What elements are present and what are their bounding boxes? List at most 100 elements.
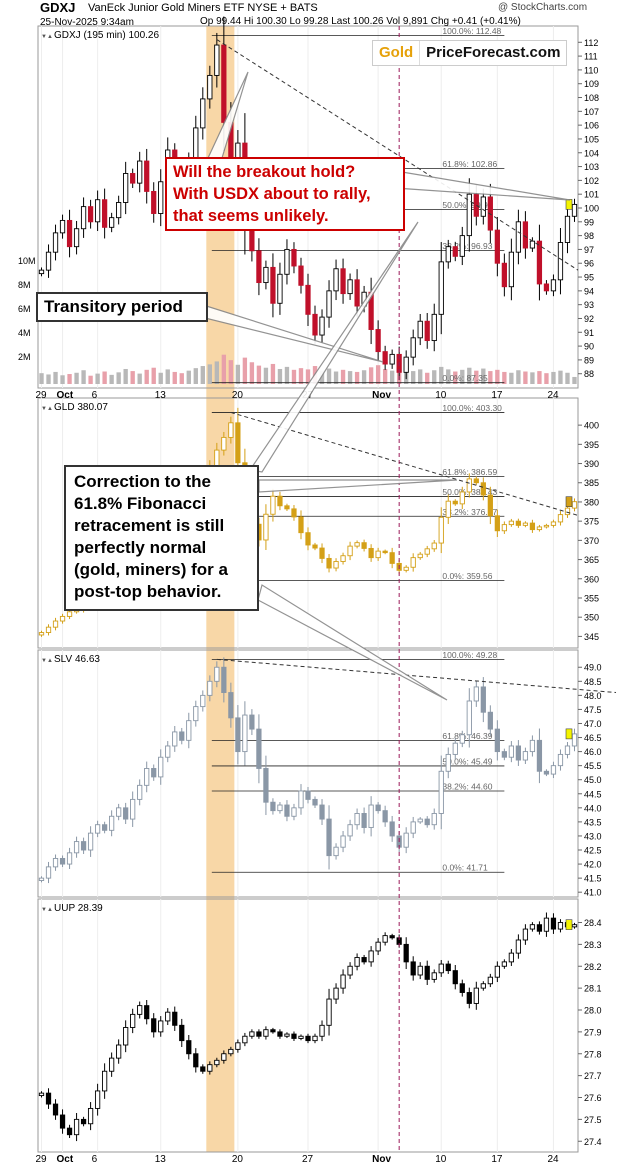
volume-bar — [39, 373, 44, 384]
candle — [214, 661, 220, 688]
candle-body — [263, 513, 269, 541]
candle — [459, 730, 465, 748]
candle-body — [116, 202, 122, 219]
candle — [52, 617, 59, 631]
candle — [298, 1034, 304, 1041]
fib-label: 38.2%: 96.93 — [442, 241, 492, 251]
candle — [431, 540, 437, 552]
candle — [550, 274, 557, 297]
candle — [543, 280, 550, 295]
candle — [235, 1039, 241, 1053]
last-price-marker — [565, 199, 573, 210]
candle — [550, 913, 557, 934]
candle — [389, 547, 395, 569]
candle-body — [319, 804, 325, 820]
candle — [256, 1029, 262, 1039]
symbol: GDXJ — [40, 0, 76, 15]
candle — [333, 558, 339, 572]
x-tick-label-bottom: 10 — [435, 1154, 447, 1165]
candle-body — [298, 516, 304, 534]
candle — [375, 547, 381, 561]
candle — [543, 523, 550, 529]
candle-body — [137, 1005, 143, 1015]
y-tick-label: 390 — [584, 459, 599, 469]
candle-body — [319, 316, 325, 336]
candle — [480, 981, 486, 991]
volume-bar — [523, 371, 528, 384]
candle-body — [73, 228, 80, 248]
last-price-marker — [565, 919, 573, 930]
candle — [522, 924, 529, 945]
candle-body — [66, 852, 73, 865]
candle-body — [284, 505, 290, 510]
candle-body — [550, 521, 557, 526]
y-tick-label: 400 — [584, 421, 599, 431]
candle-body — [101, 824, 108, 831]
volume-bar — [60, 375, 65, 384]
candle-body — [94, 199, 101, 223]
candle — [305, 1033, 311, 1044]
candle — [186, 1035, 192, 1060]
candle — [417, 313, 423, 346]
y-tick-label: 98 — [584, 231, 594, 241]
y-tick-label: 380 — [584, 497, 599, 507]
candle — [305, 527, 311, 551]
trend-line — [216, 39, 579, 271]
panel-icon: ▼▲ — [41, 907, 53, 913]
candle — [87, 199, 94, 229]
candle — [277, 1029, 283, 1039]
volume-bar — [270, 363, 276, 384]
candle-body — [200, 1066, 206, 1072]
candle-body — [347, 279, 353, 295]
candle-body — [221, 1053, 227, 1061]
candle-body — [165, 1011, 171, 1022]
fib-label: 0.0%: 87.35 — [442, 373, 488, 383]
candle-body — [459, 235, 465, 257]
candle-body — [382, 550, 388, 554]
volume-bar — [361, 370, 367, 384]
candle-body — [522, 221, 529, 249]
candle-body — [87, 1107, 94, 1125]
volume-bar — [460, 369, 465, 384]
candle — [571, 498, 578, 512]
candle — [564, 504, 571, 518]
candle-body — [543, 917, 550, 932]
candle — [361, 807, 367, 834]
brand-logo: Gold PriceForecast.com — [372, 40, 568, 66]
candle — [354, 540, 360, 549]
fib-label: 61.8%: 386.59 — [442, 467, 497, 477]
candle-body — [403, 832, 409, 848]
x-tick-label-bottom: 20 — [232, 1154, 244, 1165]
candle-body — [571, 924, 578, 928]
candle-body — [221, 44, 227, 123]
panel-uup: 27.4 27.5 27.6 27.7 27.8 27.9 28.0 28.1 28.2 28.3… — [37, 898, 602, 1153]
candle-body — [249, 1031, 255, 1037]
candle — [473, 981, 479, 1010]
y-tick-label: 111 — [584, 52, 598, 62]
candle — [263, 755, 269, 816]
candle — [144, 1000, 150, 1025]
candle-body — [529, 240, 536, 249]
candle — [200, 1064, 206, 1074]
candle-body — [368, 804, 374, 828]
candle-body — [375, 329, 381, 353]
candle-body — [459, 734, 465, 744]
volume-bar — [298, 368, 304, 384]
candle — [256, 714, 262, 784]
y-tick-label: 370 — [584, 536, 599, 546]
candle — [193, 1048, 199, 1073]
volume-bar — [474, 370, 479, 384]
candle — [417, 962, 423, 980]
candle — [340, 258, 346, 304]
candle — [221, 1050, 227, 1064]
candle — [284, 1032, 290, 1039]
candle-body — [354, 279, 360, 307]
candle — [368, 946, 374, 967]
candle-body — [543, 283, 550, 292]
candle — [101, 1063, 108, 1099]
candle-body — [270, 495, 276, 515]
volume-bar — [551, 371, 556, 384]
candle — [116, 1039, 122, 1064]
y-tick-label: 46.0 — [584, 747, 602, 757]
y-tick-label: 45.5 — [584, 761, 602, 771]
